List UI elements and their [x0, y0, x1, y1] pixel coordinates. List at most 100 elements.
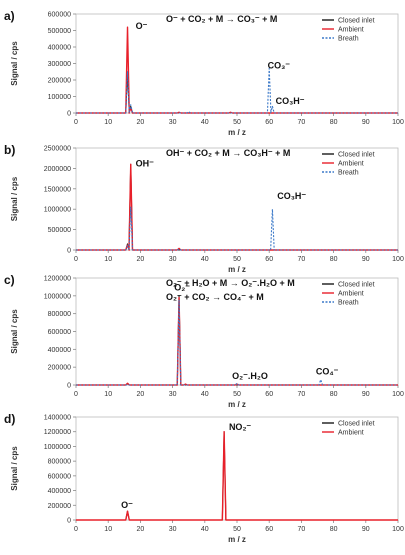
peak-label: O⁻	[121, 500, 133, 510]
peak-label: OH⁻	[136, 158, 155, 168]
x-tick-label: 70	[298, 119, 306, 126]
peak-label: O⁻	[136, 21, 148, 31]
legend-label: Breath	[338, 170, 359, 177]
y-tick-label: 1000000	[44, 293, 71, 300]
legend-label: Ambient	[338, 291, 364, 298]
y-tick-label: 400000	[48, 347, 71, 354]
x-tick-label: 10	[104, 391, 112, 398]
x-tick-label: 60	[265, 119, 273, 126]
x-tick-label: 20	[137, 526, 145, 533]
x-tick-label: 0	[74, 119, 78, 126]
y-tick-label: 1000000	[44, 207, 71, 214]
legend-label: Ambient	[338, 27, 364, 34]
y-axis-title: Signal / cps	[10, 446, 19, 491]
x-tick-label: 40	[201, 256, 209, 263]
y-tick-label: 500000	[48, 227, 71, 234]
x-tick-label: 80	[330, 256, 338, 263]
legend-label: Breath	[338, 36, 359, 43]
x-tick-label: 70	[298, 256, 306, 263]
x-tick-label: 60	[265, 391, 273, 398]
x-axis-title: m / z	[228, 128, 246, 137]
series-line-ambient	[76, 163, 398, 251]
series-line-breath	[76, 299, 398, 386]
x-tick-label: 20	[137, 256, 145, 263]
reaction-equation: OH⁻ + CO₂ + M → CO₃H⁻ + M	[166, 148, 290, 158]
x-tick-label: 30	[169, 119, 177, 126]
y-tick-label: 2000000	[44, 166, 71, 173]
y-tick-label: 100000	[48, 94, 71, 101]
peak-label: CO₃H⁻	[277, 191, 306, 201]
y-axis-title: Signal / cps	[10, 309, 19, 354]
x-tick-label: 40	[201, 391, 209, 398]
x-tick-label: 40	[201, 526, 209, 533]
y-tick-label: 400000	[48, 488, 71, 495]
peak-label: CO₃⁻	[268, 60, 291, 70]
y-tick-label: 1500000	[44, 186, 71, 193]
series-line-breath	[76, 67, 398, 114]
panel-label: a)	[4, 9, 15, 23]
x-tick-label: 70	[298, 391, 306, 398]
reaction-equation: O₂⁻ + CO₂ → CO₄⁻ + M	[166, 292, 264, 302]
y-tick-label: 1000000	[44, 444, 71, 451]
reaction-equation: O⁻ + CO₂ + M → CO₃⁻ + M	[166, 14, 277, 24]
legend-label: Ambient	[338, 430, 364, 437]
x-axis-title: m / z	[228, 265, 246, 274]
peak-label: O₂⁻.H₂O	[232, 371, 268, 381]
y-tick-label: 600000	[48, 329, 71, 336]
chart-panel-3: c) 0 200000 400000 600000 800000 1000000 120000…	[4, 273, 404, 409]
x-tick-label: 80	[330, 119, 338, 126]
x-tick-label: 0	[74, 391, 78, 398]
series-line-ambient	[76, 431, 398, 521]
x-tick-label: 40	[201, 119, 209, 126]
y-tick-label: 1200000	[44, 276, 71, 283]
y-tick-label: 500000	[48, 28, 71, 35]
x-tick-label: 90	[362, 119, 370, 126]
x-axis-title: m / z	[228, 400, 246, 409]
y-tick-label: 200000	[48, 78, 71, 85]
y-axis-title: Signal / cps	[10, 41, 19, 86]
x-tick-label: 70	[298, 526, 306, 533]
y-axis-title: Signal / cps	[10, 176, 19, 221]
x-tick-label: 30	[169, 391, 177, 398]
x-tick-label: 50	[233, 526, 241, 533]
x-tick-label: 10	[104, 526, 112, 533]
y-tick-label: 800000	[48, 459, 71, 466]
peak-label: NO₂⁻	[229, 422, 251, 432]
y-tick-label: 600000	[48, 473, 71, 480]
reaction-equation: O₂⁻ + H₂O + M → O₂⁻.H₂O + M	[166, 278, 295, 288]
x-tick-label: 80	[330, 391, 338, 398]
x-tick-label: 50	[233, 119, 241, 126]
series-line-closed	[76, 71, 398, 114]
y-tick-label: 800000	[48, 311, 71, 318]
y-tick-label: 0	[67, 111, 71, 118]
legend-label: Closed inlet	[338, 282, 375, 289]
panel-label: d)	[4, 412, 15, 426]
series-line-breath	[76, 206, 398, 251]
legend-label: Closed inlet	[338, 421, 375, 428]
x-tick-label: 20	[137, 119, 145, 126]
x-tick-label: 10	[104, 256, 112, 263]
peak-label: CO₃H⁻	[276, 96, 305, 106]
x-tick-label: 50	[233, 256, 241, 263]
x-tick-label: 80	[330, 526, 338, 533]
chart-panel-2: b) 0 500000 1000000 1500000 2000000 2500000 0 10…	[4, 143, 404, 274]
x-tick-label: 100	[392, 256, 404, 263]
x-tick-label: 0	[74, 526, 78, 533]
peak-label: O₂⁻	[174, 282, 190, 292]
y-tick-label: 200000	[48, 365, 71, 372]
y-tick-label: 0	[67, 518, 71, 525]
legend-label: Closed inlet	[338, 152, 375, 159]
y-tick-label: 300000	[48, 61, 71, 68]
y-tick-label: 200000	[48, 503, 71, 510]
chart-panel-4: d) 0 200000 400000 600000 800000 1000000 120000…	[4, 412, 404, 544]
legend-label: Breath	[338, 300, 359, 307]
y-tick-label: 400000	[48, 45, 71, 52]
x-tick-label: 10	[104, 119, 112, 126]
panel-label: c)	[4, 273, 15, 287]
y-tick-label: 1400000	[44, 415, 71, 422]
series-line-closed	[76, 163, 398, 251]
y-tick-label: 2500000	[44, 146, 71, 153]
y-tick-label: 1200000	[44, 429, 71, 436]
